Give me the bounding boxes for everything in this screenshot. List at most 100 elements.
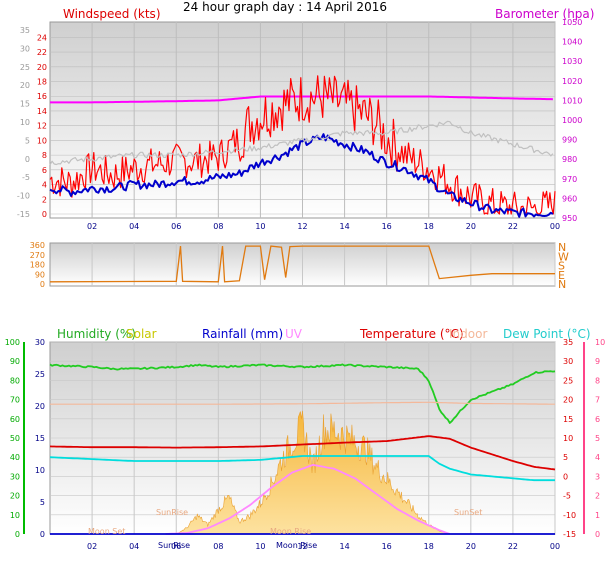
wind-left-outer-tick: 10 [20, 118, 30, 127]
uv-tick: 9 [595, 357, 600, 366]
barometer-tick: 1050 [562, 18, 582, 27]
dewpoint-label: Dew Point (°C) [503, 327, 591, 341]
uv-tick: 7 [595, 396, 600, 405]
temp-right-tick: 35 [563, 338, 573, 347]
wind-left-outer-tick: 35 [20, 26, 30, 35]
temp-x-tick-label: 00 [550, 542, 560, 551]
temp-right-tick: 5 [563, 453, 568, 462]
wind-series-windavg [49, 133, 554, 218]
rainfall-label: Rainfall (mm) [202, 327, 283, 341]
wind-series-gust_grey [49, 120, 554, 166]
temp-right-tick: -10 [563, 511, 576, 520]
wind-x-tick-label: 00 [550, 222, 560, 231]
wind-left-inner-tick: 24 [37, 33, 47, 42]
temp-series-uv [165, 464, 451, 535]
uv-label: UV [285, 327, 303, 341]
temp-x-tick-label: 10 [255, 542, 265, 551]
wind-x-tick-label: 02 [87, 222, 97, 231]
barometer-tick: 1020 [562, 77, 582, 86]
wind-x-tick-label: 18 [424, 222, 434, 231]
temperature-label: Temperature (°C) [359, 327, 464, 341]
wind-left-inner-tick: 12 [37, 122, 47, 131]
annotation-moonrise-axis: Moon Rise [276, 541, 317, 550]
wind-x-tick-label: 14 [339, 222, 349, 231]
solar-tick: 20 [35, 402, 45, 411]
temp-right-tick: 25 [563, 376, 573, 385]
barometer-tick: 1000 [562, 116, 582, 125]
wind-left-outer-tick: 25 [20, 63, 30, 72]
temp-x-tick-label: 12 [297, 542, 307, 551]
series-lines [49, 75, 556, 535]
wind-left-inner-tick: 10 [37, 136, 47, 145]
dir-tick-label: 360 [30, 241, 45, 250]
solar-label: Solar [126, 327, 157, 341]
temp-x-tick-label: 08 [213, 542, 223, 551]
temp-x-tick-label: 22 [508, 542, 518, 551]
windspeed-label: Windspeed (kts) [63, 7, 161, 21]
temp-series-indoor [50, 401, 555, 405]
temp-x-tick-label: 04 [129, 542, 139, 551]
wind-left-inner-tick: 4 [42, 181, 47, 190]
direction-series [49, 245, 555, 283]
barometer-tick: 950 [562, 214, 577, 223]
uv-tick: 1 [595, 511, 600, 520]
humidity-tick: 10 [10, 511, 20, 520]
temp-series-humidity [49, 363, 556, 424]
solar-tick: 30 [35, 338, 45, 347]
barometer-tick: 1010 [562, 96, 582, 105]
dir-tick-label: 90 [35, 270, 45, 279]
wind-x-tick-label: 20 [466, 222, 476, 231]
temp-x-tick-label: 02 [87, 542, 97, 551]
wind-left-inner-tick: 0 [42, 210, 47, 219]
annotation-moonrise: Moon Rise [270, 527, 311, 536]
temp-x-tick-label: 16 [382, 542, 392, 551]
wind-x-tick-label: 10 [255, 222, 265, 231]
temp-x-tick-label: 14 [339, 542, 349, 551]
wind-x-tick-label: 04 [129, 222, 139, 231]
compass-letter: N [558, 278, 566, 291]
compass-letter: W [558, 250, 569, 263]
wind-left-inner-tick: 22 [37, 48, 47, 57]
wind-left-outer-tick: -15 [17, 210, 30, 219]
humidity-tick: 90 [10, 357, 20, 366]
wind-x-tick-label: 22 [508, 222, 518, 231]
wind-left-outer-tick: 20 [20, 81, 30, 90]
temp-right-tick: 30 [563, 357, 573, 366]
solar-tick: 0 [40, 530, 45, 539]
temp-series-dewpoint [49, 455, 555, 482]
uv-tick: 5 [595, 434, 600, 443]
barometer-tick: 990 [562, 136, 577, 145]
temp-x-tick-label: 18 [424, 542, 434, 551]
humidity-tick: 100 [5, 338, 20, 347]
wind-left-inner-tick: 20 [37, 63, 47, 72]
humidity-label: Humidity (%) [57, 327, 136, 341]
barometer-tick: 980 [562, 155, 577, 164]
wind-left-outer-tick: 5 [25, 136, 30, 145]
wind-x-tick-label: 16 [382, 222, 392, 231]
wind-left-inner-tick: 16 [37, 92, 47, 101]
temp-right-tick: 15 [563, 415, 573, 424]
dir-tick-label: 270 [30, 251, 45, 260]
barometer-tick: 960 [562, 194, 577, 203]
temp-x-tick-label: 20 [466, 542, 476, 551]
solar-tick: 5 [40, 498, 45, 507]
annotation-sunrise: SunRise [156, 508, 188, 517]
solar-tick: 15 [35, 434, 45, 443]
solar-tick: 25 [35, 370, 45, 379]
uv-tick: 3 [595, 472, 600, 481]
uv-tick: 4 [595, 453, 600, 462]
solar-tick: 10 [35, 466, 45, 475]
uv-tick: 8 [595, 376, 600, 385]
wind-left-inner-tick: 6 [42, 166, 47, 175]
temp-right-tick: -5 [563, 492, 571, 501]
humidity-tick: 40 [10, 453, 20, 462]
humidity-tick: 80 [10, 376, 20, 385]
humidity-tick: 60 [10, 415, 20, 424]
temp-right-tick: -15 [563, 530, 576, 539]
wind-left-inner-tick: 18 [37, 78, 47, 87]
temp-series-temperature [49, 435, 556, 471]
graph-title: 24 hour graph day : 14 April 2016 [183, 0, 387, 14]
temp-right-tick: 20 [563, 396, 573, 405]
